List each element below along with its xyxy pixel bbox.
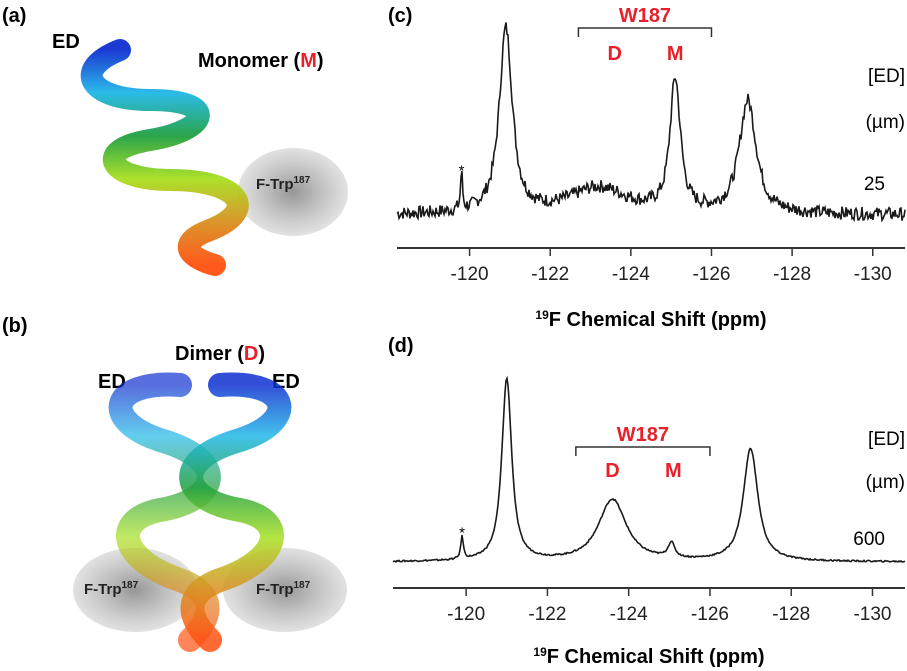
spectrum-trace (392, 375, 906, 563)
x-axis-label: 19F Chemical Shift (ppm) (535, 308, 766, 331)
x-tick-label: -124 (612, 264, 650, 285)
concentration-value: 25 (864, 174, 885, 195)
trp-label-left: F-Trp187 (84, 580, 139, 598)
concentration-header: [ED] (868, 66, 905, 87)
concentration-header: [ED] (868, 429, 905, 450)
trp-label-a: F-Trp187 (256, 175, 311, 193)
x-axis-label: 19F Chemical Shift (ppm) (533, 645, 764, 668)
concentration-unit: (µm) (866, 472, 905, 493)
trp-shadow (238, 148, 348, 236)
nmr-spectra: (c) -120 -122 -124 -126 -128 -130 19F Chemical … (388, 5, 906, 668)
x-tick-label: -126 (691, 604, 729, 625)
x-tick-label: -128 (773, 264, 811, 285)
concentration-value: 600 (853, 529, 885, 550)
peak-label-d: D (605, 460, 619, 482)
panel-tag: (d) (388, 335, 414, 357)
x-tick-label: -122 (528, 604, 566, 625)
panel-b-tag: (b) (2, 315, 28, 337)
x-tick-label: -120 (447, 604, 485, 625)
peak-label-m: M (667, 43, 684, 65)
trp-label-right: F-Trp187 (256, 580, 311, 598)
x-tick-label: -130 (854, 264, 892, 285)
monomer-helix-ribbon (80, 39, 249, 276)
w187-bracket (577, 27, 713, 37)
x-tick-label: -124 (610, 604, 648, 625)
x-tick-label: -120 (451, 264, 489, 285)
impurity-star: * (459, 162, 465, 179)
panel-a-tag: (a) (2, 5, 26, 27)
x-tick-label: -126 (692, 264, 730, 285)
dimer-title: Dimer (D) (175, 343, 265, 365)
dimer-helix-ribbons (108, 372, 292, 652)
monomer-title: Monomer (M) (198, 50, 324, 72)
w187-bracket (575, 446, 711, 456)
peak-label-d: D (607, 43, 621, 65)
panel-tag: (c) (388, 5, 412, 27)
panel-b: (b) Dimer (D) ED ED F-Trp187 F-Trp187 (2, 315, 347, 652)
spectrum-trace (396, 22, 906, 223)
x-tick-label: -128 (772, 604, 810, 625)
peak-label-m: M (665, 460, 682, 482)
w187-label: W187 (619, 5, 671, 27)
impurity-star: * (459, 524, 465, 541)
spectrum-panel-c: (c) -120 -122 -124 -126 -128 -130 19F Chemical … (388, 5, 906, 331)
spectrum-panel-d: (d) -120 -122 -124 -126 -128 -130 19F Chemical … (388, 335, 906, 668)
panel-a: (a) ED Monomer (M) F-Trp187 (2, 5, 348, 276)
x-tick-label: -130 (853, 604, 891, 625)
w187-label: W187 (617, 424, 669, 446)
x-tick-label: -122 (531, 264, 569, 285)
ed-label: ED (52, 31, 80, 53)
concentration-unit: (µm) (866, 112, 905, 133)
